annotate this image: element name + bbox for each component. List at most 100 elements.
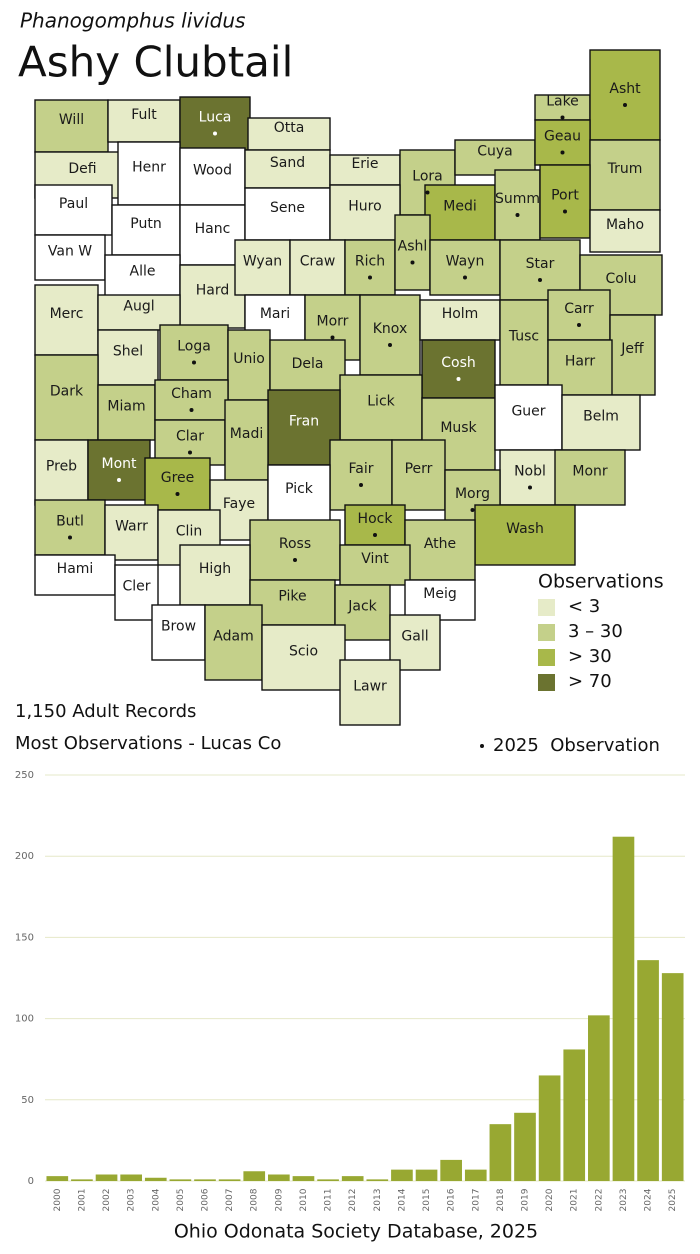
bar <box>612 836 635 1181</box>
x-tick-label: 2020 <box>545 1188 555 1211</box>
county-label: High <box>199 561 231 577</box>
county <box>34 554 116 596</box>
x-tick-label: 2017 <box>471 1189 481 1212</box>
bar <box>366 1179 389 1181</box>
county <box>159 324 229 381</box>
bar <box>637 960 659 1181</box>
y-tick-label: 150 <box>15 932 34 943</box>
county-label: Jeff <box>620 341 644 357</box>
x-tick-label: 2021 <box>570 1189 580 1212</box>
county-label: Harr <box>565 354 596 370</box>
observation-2025-dot <box>117 478 121 482</box>
county-label: Morg <box>455 486 490 502</box>
y-tick-label: 100 <box>15 1014 34 1025</box>
bar <box>292 1176 315 1181</box>
county-label: Luca <box>199 110 232 126</box>
bar <box>218 1179 241 1181</box>
county <box>339 544 411 586</box>
county-label: Clar <box>176 429 204 445</box>
observation-2025-dot <box>213 131 217 136</box>
county <box>561 394 641 451</box>
observation-2025-dot <box>577 323 581 327</box>
county-label: Colu <box>605 271 636 287</box>
county-label: Lora <box>412 169 442 185</box>
county <box>267 464 331 526</box>
legend-swatch <box>538 624 555 641</box>
observation-2025-dot <box>192 360 196 365</box>
bar <box>268 1174 290 1181</box>
county <box>34 499 106 556</box>
county <box>554 449 626 506</box>
county-label: Meig <box>423 586 456 602</box>
county <box>391 439 446 511</box>
county-label: Clin <box>176 524 202 540</box>
legend-label: < 3 <box>568 596 600 617</box>
x-tick-label: 2004 <box>151 1188 161 1211</box>
bar <box>194 1179 216 1181</box>
bar <box>440 1159 462 1181</box>
x-tick-label: 2023 <box>619 1189 629 1212</box>
county-label: Adam <box>213 629 253 645</box>
legend-swatch <box>538 599 555 616</box>
bar <box>391 1169 413 1181</box>
dot-legend: 2025 Observation <box>493 735 660 756</box>
county-label: Gall <box>401 629 428 645</box>
county <box>494 384 563 451</box>
county-label: Wayn <box>446 254 485 270</box>
county <box>34 184 113 236</box>
county-label: Nobl <box>514 464 546 480</box>
county-label: Dark <box>50 384 84 400</box>
x-tick-label: 2003 <box>127 1189 137 1212</box>
county-label: Scio <box>289 644 318 660</box>
x-tick-label: 2014 <box>397 1188 407 1211</box>
county <box>547 289 611 341</box>
county <box>87 439 151 501</box>
county-label: Brow <box>161 619 196 635</box>
county-label: Knox <box>373 321 407 337</box>
county-label: Geau <box>544 129 581 145</box>
county <box>339 659 401 726</box>
county <box>539 164 591 239</box>
bar <box>71 1179 93 1181</box>
x-tick-label: 2022 <box>594 1189 604 1212</box>
county-label: Cham <box>171 386 212 402</box>
county-label: Cler <box>122 579 150 595</box>
county <box>421 339 496 399</box>
observation-2025-dot <box>373 533 377 537</box>
bar-chart: 0 50 100 150 200 250 2000 2001 2002 2003 2004 2005 2… <box>15 770 685 1211</box>
bar <box>169 1179 192 1181</box>
county-label: Will <box>59 112 84 128</box>
county <box>227 329 271 401</box>
x-tick-label: 2012 <box>348 1189 358 1212</box>
y-tick-label: 200 <box>15 851 34 862</box>
county <box>107 99 181 143</box>
county <box>424 184 496 241</box>
most-note: Most Observations - Lucas Co <box>15 733 281 754</box>
county-label: Hard <box>196 283 230 299</box>
county <box>359 294 421 376</box>
records-note: 1,150 Adult Records <box>15 701 196 722</box>
county-label: Augl <box>123 299 154 315</box>
bar <box>538 1075 561 1181</box>
x-tick-label: 2002 <box>102 1189 112 1212</box>
observation-2025-dot <box>528 485 532 490</box>
county <box>609 314 656 396</box>
county-label: Henr <box>132 160 166 176</box>
bar <box>514 1112 536 1181</box>
county <box>534 119 591 166</box>
observation-2025-dot <box>293 558 297 562</box>
x-tick-label: 2015 <box>422 1189 432 1212</box>
observation-2025-dot <box>410 260 415 265</box>
x-tick-label: 2025 <box>668 1189 678 1212</box>
observation-2025-dot <box>388 343 392 347</box>
observation-2025-dot <box>189 408 194 412</box>
county-label: Butl <box>56 514 84 530</box>
county-label: Star <box>526 256 555 272</box>
county-label: Rich <box>355 254 385 270</box>
county <box>329 184 401 241</box>
county-label: Monr <box>572 464 608 480</box>
bar <box>661 973 684 1181</box>
observation-2025-dot <box>538 278 542 282</box>
county <box>289 239 346 296</box>
